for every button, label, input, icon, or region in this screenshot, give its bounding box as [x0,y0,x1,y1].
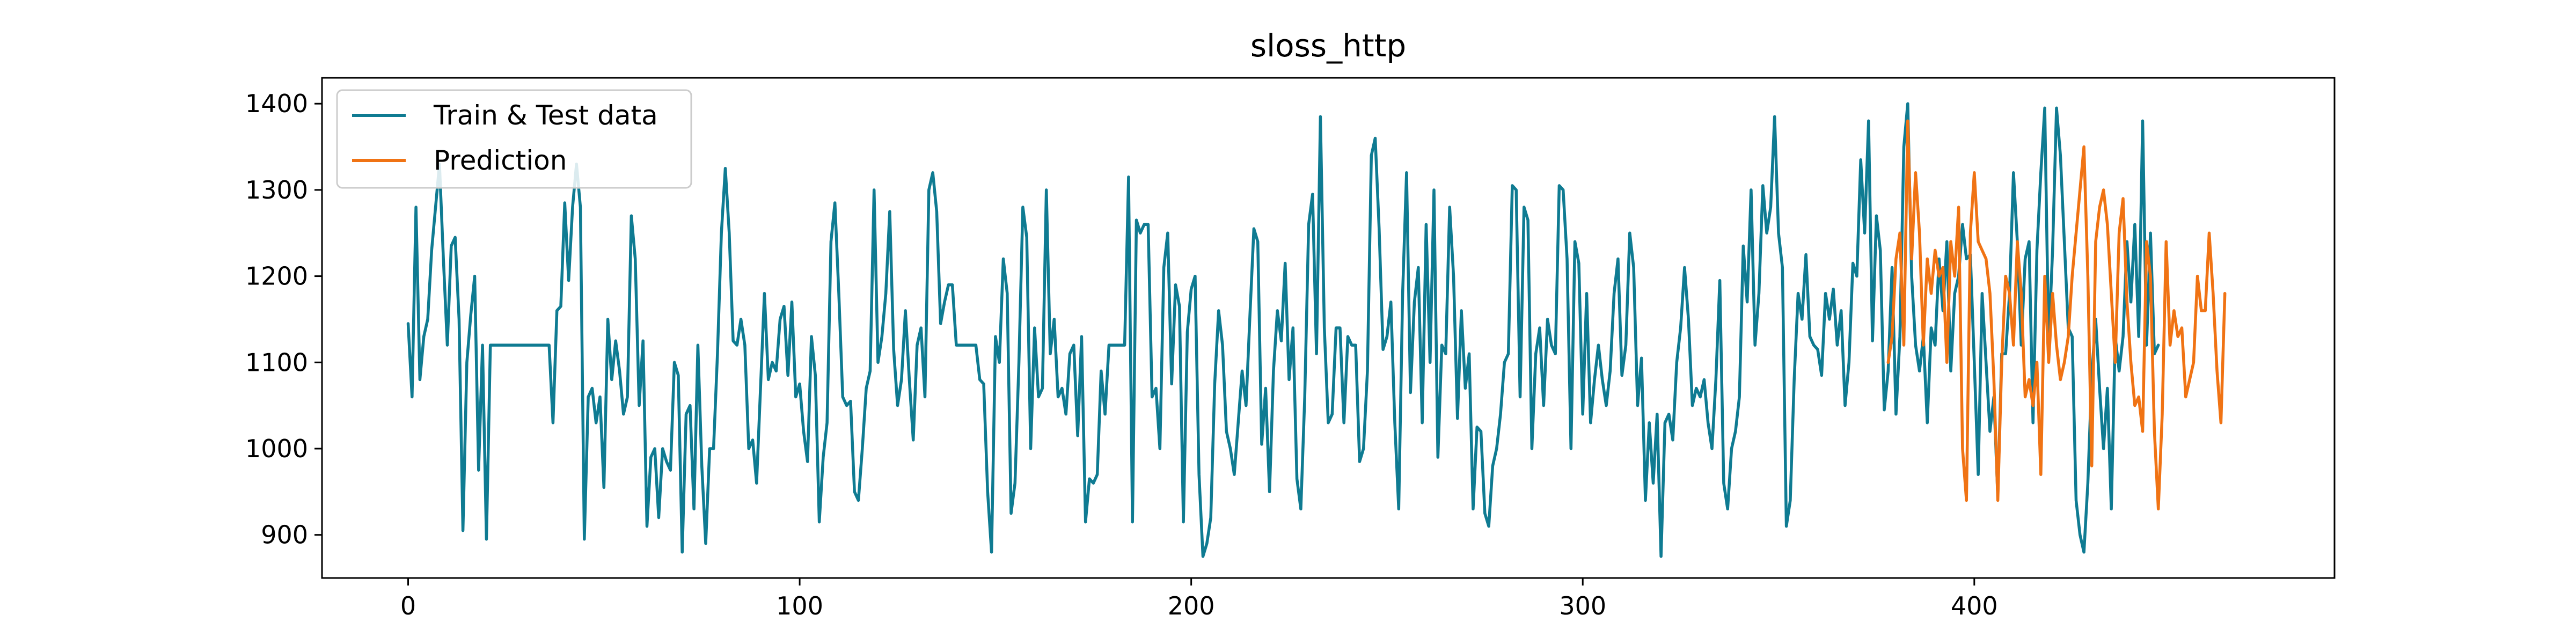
x-tick-label: 0 [400,591,416,620]
legend-label-train-test: Train & Test data [433,100,658,131]
x-axis: 0 100 200 300 400 [400,578,1998,620]
y-tick-label: 1200 [245,262,308,291]
chart-title: sloss_http [1250,27,1406,64]
legend-label-prediction: Prediction [434,145,567,176]
y-axis: 900 1000 1100 1200 1300 1400 [245,89,322,550]
series-line-train-test [406,102,2160,558]
series-line-prediction [1886,119,2227,511]
series-layer [406,102,2227,558]
y-tick-label: 900 [261,521,308,550]
legend: Train & Test data Prediction [336,89,692,189]
y-tick-label: 1300 [245,175,308,204]
y-tick-label: 1100 [245,348,308,377]
x-tick-label: 200 [1168,591,1215,620]
x-tick-label: 300 [1559,591,1606,620]
x-tick-label: 100 [776,591,823,620]
plot-area-frame [321,77,2336,579]
y-tick-label: 1000 [245,434,308,463]
y-tick-label: 1400 [245,89,308,118]
legend-box [336,89,692,189]
x-tick-label: 400 [1951,591,1998,620]
